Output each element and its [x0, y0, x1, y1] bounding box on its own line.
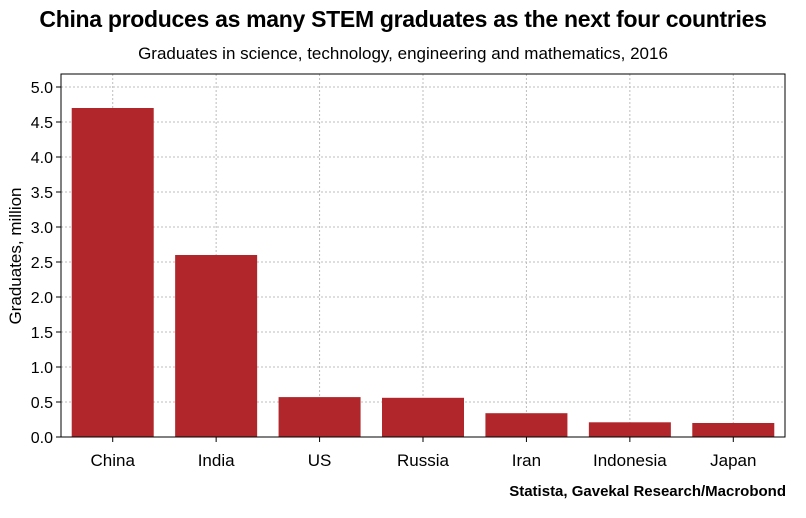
y-tick-label: 4.5 [31, 115, 53, 132]
x-tick-label: China [91, 451, 136, 470]
x-tick-label: Iran [512, 451, 541, 470]
bars [71, 108, 775, 437]
bar-russia [382, 397, 464, 437]
bar-india [175, 255, 258, 437]
y-tick-label: 4.0 [31, 150, 53, 167]
bar-iran [485, 413, 568, 437]
x-axis-ticks: China India US Russia Iran Indonesia Japan [91, 437, 756, 470]
y-tick-label: 2.0 [31, 290, 53, 307]
y-tick-label: 5.0 [31, 80, 53, 97]
x-tick-label: Russia [397, 451, 450, 470]
y-axis-ticks: 0.0 0.5 1.0 1.5 2.0 2.5 3.0 3.5 4.0 4.5 5.0 [31, 80, 61, 447]
bar-us [278, 397, 361, 437]
y-tick-label: 2.5 [31, 255, 53, 272]
x-tick-label: Japan [710, 451, 756, 470]
bar-indonesia [588, 422, 671, 437]
x-tick-label: US [308, 451, 332, 470]
x-tick-label: Indonesia [593, 451, 667, 470]
gridlines [61, 74, 785, 437]
y-tick-label: 1.0 [31, 360, 53, 377]
y-axis-title: Graduates, million [6, 187, 25, 324]
source-note: Statista, Gavekal Research/Macrobond [509, 483, 786, 500]
bar-japan [692, 423, 775, 437]
chart-title: China produces as many STEM graduates as… [39, 6, 767, 32]
y-tick-label: 0.5 [31, 395, 53, 412]
x-tick-label: India [198, 451, 235, 470]
chart-subtitle: Graduates in science, technology, engine… [138, 44, 668, 63]
y-tick-label: 1.5 [31, 325, 53, 342]
y-tick-label: 3.5 [31, 185, 53, 202]
y-tick-label: 0.0 [31, 430, 53, 447]
bar-china [71, 108, 154, 437]
y-tick-label: 3.0 [31, 220, 53, 237]
